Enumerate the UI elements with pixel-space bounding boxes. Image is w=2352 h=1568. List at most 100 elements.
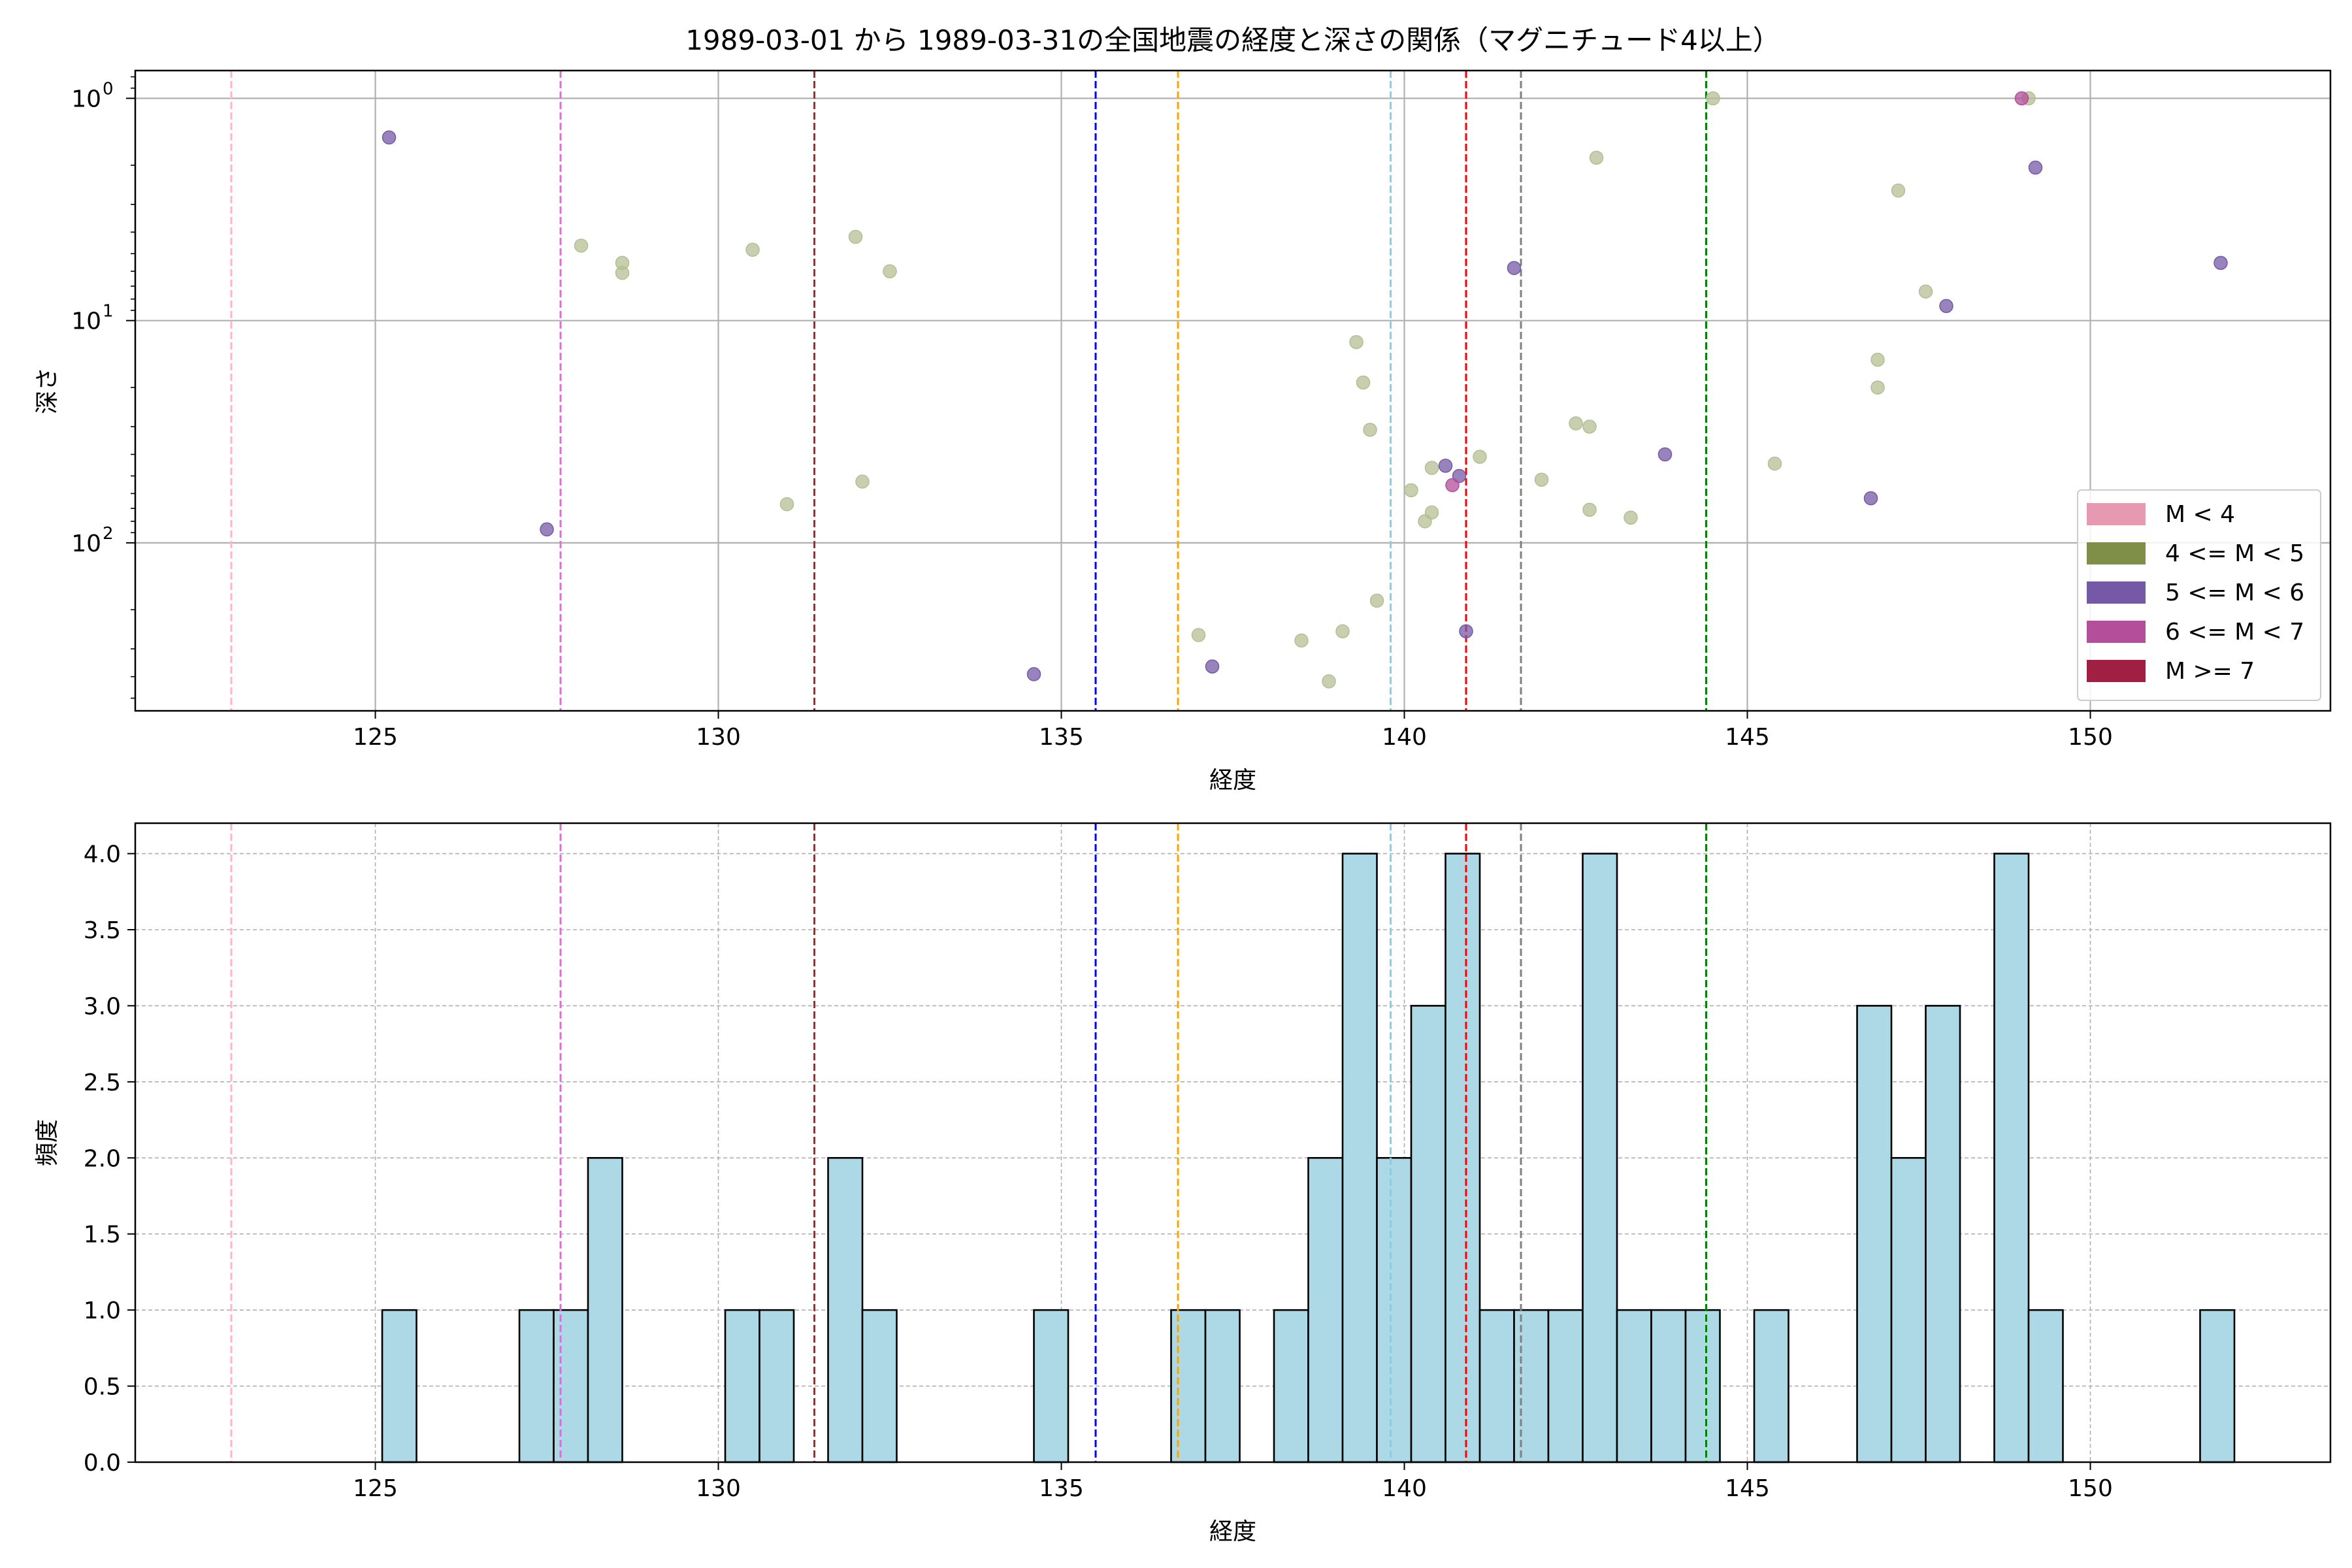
scatter-x-tick-label: 125: [353, 724, 398, 751]
scatter-point: [1706, 91, 1720, 106]
histogram-bar: [1753, 1309, 1789, 1463]
legend: M < 4 4 <= M < 5 5 <= M < 6 6 <= M < 7 M >= …: [2077, 489, 2321, 701]
scatter-point: [2028, 160, 2043, 175]
histogram-y-tick-label: 3.0: [84, 993, 121, 1020]
histogram-x-tick-label: 125: [353, 1475, 398, 1502]
histogram-bar: [1582, 853, 1618, 1463]
histogram-bar: [587, 1156, 623, 1463]
scatter-point: [848, 229, 863, 244]
scatter-point: [1404, 483, 1418, 498]
histogram-bar: [1445, 853, 1481, 1463]
scatter-reference-lines: [230, 71, 1707, 711]
scatter-x-axis-label: 経度: [1209, 767, 1256, 794]
scatter-point: [1891, 183, 1906, 198]
scatter-point: [1026, 667, 1041, 681]
scatter-point: [1658, 447, 1673, 462]
histogram-y-tick-label: 2.0: [84, 1145, 121, 1172]
histogram-bar: [759, 1309, 795, 1463]
scatter-point: [1870, 380, 1885, 395]
scatter-point: [1918, 284, 1933, 299]
chart-title: 1989-03-01 から 1989-03-31の全国地震の経度と深さの関係（マ…: [685, 24, 1780, 56]
scatter-point: [1939, 299, 1953, 314]
histogram-bar: [1684, 1309, 1721, 1463]
scatter-y-tick-label: 10: [71, 86, 101, 113]
histogram-y-tick-label: 1.0: [84, 1298, 121, 1324]
histogram-bar: [1410, 1005, 1446, 1463]
scatter-y-axis-label: 深さ: [34, 367, 61, 414]
histogram-bar: [2199, 1309, 2236, 1463]
histogram-bar: [1273, 1309, 1309, 1463]
scatter-point: [1424, 505, 1439, 520]
histogram-bar: [2027, 1309, 2064, 1463]
histogram-x-tick-label: 135: [1039, 1475, 1084, 1502]
histogram-bar: [1616, 1309, 1652, 1463]
histogram-bar: [1856, 1005, 1893, 1463]
legend-swatch: [2087, 660, 2146, 682]
scatter-point: [1424, 461, 1439, 475]
histogram-bar: [1925, 1005, 1961, 1463]
histogram-y-axis-label: 頻度: [34, 1119, 61, 1166]
scatter-point: [1335, 624, 1350, 638]
histogram-bar: [1376, 1156, 1413, 1463]
scatter-point: [745, 242, 760, 257]
legend-label: 6 <= M < 7: [2165, 619, 2304, 645]
histogram-bar: [827, 1156, 864, 1463]
scatter-point: [1863, 491, 1878, 506]
scatter-point: [2014, 91, 2029, 106]
legend-swatch: [2087, 542, 2146, 564]
scatter-y-tick-label: 10: [71, 308, 101, 335]
histogram-bar: [1341, 853, 1378, 1463]
scatter-points: [382, 91, 2228, 689]
scatter-point: [1322, 674, 1336, 689]
legend-swatch: [2087, 503, 2146, 525]
scatter-point: [1205, 659, 1220, 674]
legend-label: 5 <= M < 6: [2165, 580, 2304, 606]
scatter-x-tick-label: 130: [696, 724, 741, 751]
legend-label: M < 4: [2165, 501, 2235, 528]
histogram-x-tick-label: 150: [2068, 1475, 2113, 1502]
histogram-x-axis-label: 経度: [1209, 1518, 1256, 1545]
scatter-x-tick-label: 135: [1039, 724, 1084, 751]
scatter-point: [574, 238, 589, 253]
histogram-bar: [861, 1309, 898, 1463]
histogram-frame: [134, 822, 2332, 1463]
histogram-bar: [553, 1309, 589, 1463]
scatter-point: [1870, 352, 1885, 367]
legend-label: 4 <= M < 5: [2165, 540, 2304, 567]
histogram-bar: [1170, 1309, 1207, 1463]
scatter-point: [1438, 459, 1453, 473]
scatter-point: [1589, 150, 1604, 165]
histogram-bar: [1650, 1309, 1687, 1463]
scatter-y-tick-exponent: 2: [103, 524, 114, 544]
scatter-point: [1363, 423, 1377, 437]
histogram-bar: [1307, 1156, 1344, 1463]
histogram-y-tick-label: 0.5: [84, 1374, 121, 1401]
scatter-point: [540, 522, 554, 537]
legend-label: M >= 7: [2165, 658, 2255, 685]
scatter-point: [1191, 628, 1206, 642]
histogram-bar: [381, 1309, 417, 1463]
scatter-point: [883, 264, 897, 278]
scatter-y-tick-exponent: 1: [103, 302, 114, 321]
scatter-grid: [135, 71, 2330, 711]
histogram-bar: [1478, 1309, 1515, 1463]
scatter-y-tick-exponent: 0: [103, 80, 114, 99]
legend-swatch: [2087, 581, 2146, 604]
scatter-point: [1624, 510, 1638, 525]
histogram-y-tick-label: 0.0: [84, 1450, 121, 1477]
histogram-bar: [724, 1309, 760, 1463]
scatter-y-tick-label: 10: [71, 531, 101, 557]
scatter-point: [1356, 375, 1371, 390]
histogram-bar: [1890, 1156, 1927, 1463]
scatter-point: [1534, 472, 1549, 487]
histogram-y-tick-label: 2.5: [84, 1070, 121, 1096]
scatter-point: [1582, 502, 1597, 517]
histogram-y-tick-label: 4.0: [84, 841, 121, 868]
scatter-point: [1349, 335, 1364, 350]
scatter-point: [1582, 419, 1597, 434]
scatter-point: [1369, 593, 1384, 608]
scatter-point: [1569, 416, 1583, 431]
scatter-point: [1445, 478, 1460, 493]
histogram-bars: [381, 853, 2236, 1463]
